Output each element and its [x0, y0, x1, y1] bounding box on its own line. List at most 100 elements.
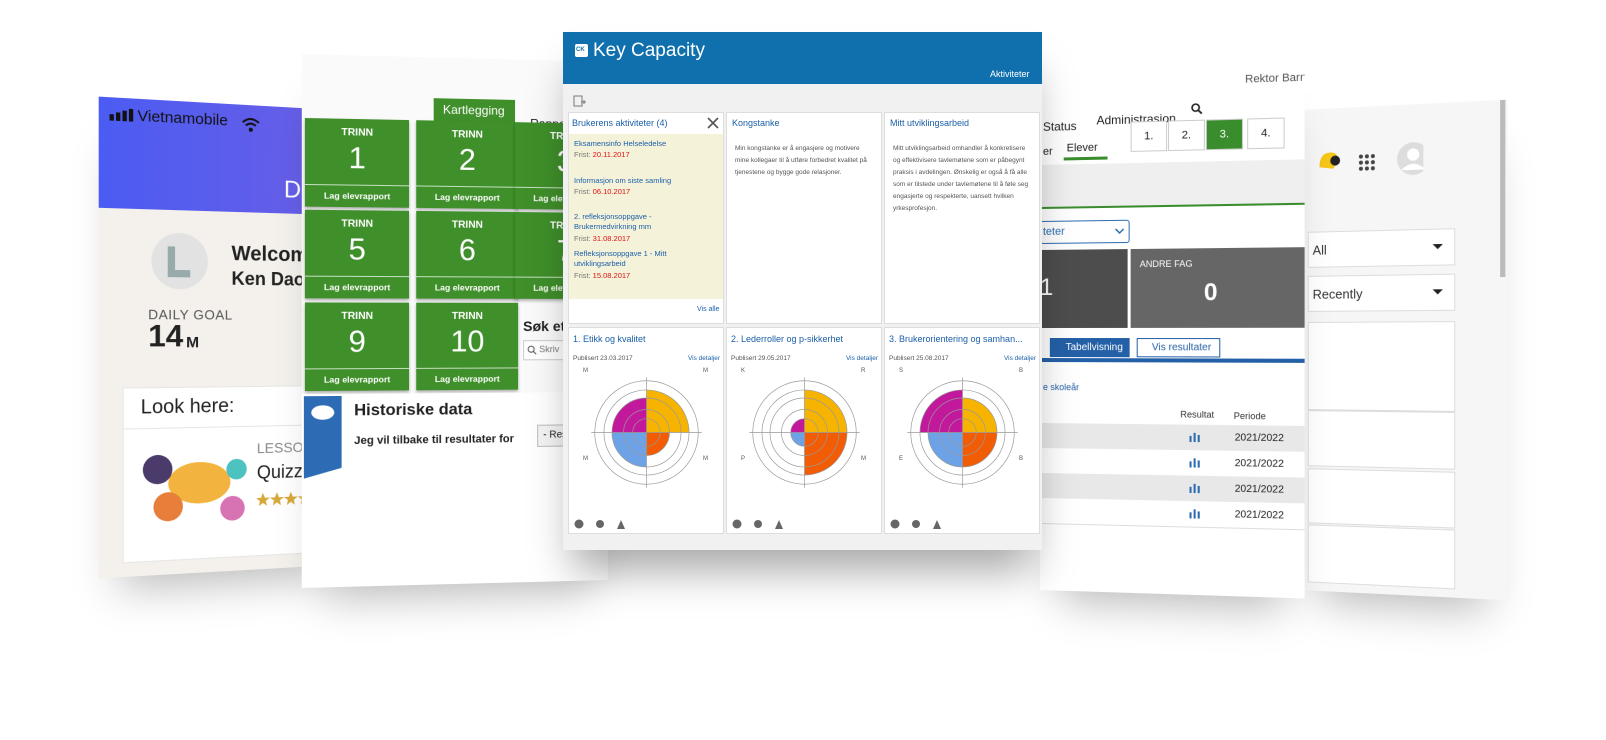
stat-tile: ANDRE FAG 0	[1130, 247, 1305, 328]
filter-value: All	[1312, 242, 1327, 258]
logo-text: CK	[576, 47, 585, 53]
activity-list: Eksamensinfo Helseledelse Frist: 20.11.201…	[569, 134, 723, 299]
card-text: Min kongstanke er å engasjere og motiver…	[735, 145, 867, 176]
activity-item[interactable]: Eksamensinfo Helseledelse Frist: 20.11.201…	[574, 139, 719, 173]
result-icon[interactable]	[1188, 483, 1200, 494]
grade-label: 2.	[1181, 129, 1192, 142]
chevron	[1432, 289, 1443, 295]
polar-chart	[749, 377, 860, 488]
details-link[interactable]: Vis detaljer	[845, 355, 878, 362]
goal-value: 14	[148, 319, 184, 354]
polar-label: M	[583, 456, 588, 462]
quadrant	[962, 398, 997, 433]
tile-label: TRINN	[451, 129, 483, 141]
stat-value: 0	[1203, 278, 1218, 307]
avatar	[151, 231, 208, 290]
history-text: Jeg vil tilbake til resultater for	[354, 433, 514, 448]
activity-name: Informasjon om siste samling	[574, 176, 672, 185]
period: 2021/2022	[1234, 457, 1284, 471]
btn-label: Tabellvisning	[1065, 342, 1123, 354]
due-label: Frist:	[574, 234, 591, 243]
col-period: Periode	[1233, 410, 1266, 422]
quadrant	[804, 432, 848, 476]
tools-icon[interactable]	[707, 117, 719, 129]
activity-name: 2. refleksjonsoppgave - Brukermedvirknin…	[574, 212, 652, 231]
grade-tile[interactable]: TRINN 2 Lag elevrapport	[416, 120, 519, 209]
grade-tile[interactable]: TRINN 1 Lag elevrapport	[304, 118, 410, 208]
activity-item[interactable]: Informasjon om siste samling Frist: 06.10.…	[574, 176, 719, 210]
result-rows: 2021/2022 2021/2022 2021/2022 2021/2022	[1040, 423, 1305, 540]
result-icon[interactable]	[1188, 457, 1200, 468]
quadrant	[962, 432, 997, 467]
result-icon[interactable]	[1188, 432, 1200, 443]
grade-tile[interactable]: TRINN 10 Lag elevrapport	[416, 302, 519, 391]
details-link[interactable]: Vis detaljer	[1003, 355, 1036, 362]
grade-tab[interactable]: 3.	[1205, 118, 1244, 151]
grade-tile[interactable]: TRINN 6 Lag elevrapport	[416, 210, 519, 299]
tab-status[interactable]: Status	[1042, 119, 1077, 134]
polar-label: E	[899, 456, 904, 462]
btn-results[interactable]: Vis resultater	[1136, 338, 1221, 358]
result-cards: 1. Etikk og kvalitet Publisert 23.03.2017…	[563, 327, 1042, 537]
card-title: Mitt utviklingsarbeid	[890, 118, 970, 128]
lesson-card: Look here: LESSON Quizze	[122, 384, 335, 564]
activity-item[interactable]: 2. refleksjonsoppgave - Brukermedvirknin…	[574, 212, 719, 246]
due-date: 15.08.2017	[592, 271, 631, 280]
quadrant	[646, 432, 670, 456]
grade-tab[interactable]: 2.	[1168, 119, 1205, 152]
tile-label: TRINN	[341, 126, 374, 139]
details-link[interactable]: Vis detaljer	[687, 355, 720, 362]
tab-students[interactable]: Elever	[1066, 141, 1098, 155]
chevron	[1115, 228, 1125, 235]
activity-item[interactable]: Refleksjonsoppgave 1 - Mitt utviklingsar…	[574, 249, 719, 283]
tile-action: Lag elevrapport	[434, 373, 500, 385]
add-icon[interactable]	[573, 94, 587, 108]
btn-table[interactable]: Tabellvisning	[1049, 338, 1130, 358]
wifi-icon	[242, 117, 260, 132]
history-title: Historiske data	[354, 401, 473, 420]
tile-rule	[416, 185, 519, 188]
period: 2021/2022	[1234, 483, 1284, 496]
kongstanke-card: Kongstanke Min kongstanke er å engasjere…	[726, 112, 882, 324]
tile-action: Lag elevrapport	[434, 191, 500, 203]
nav-item[interactable]: Aktiviteter	[990, 69, 1030, 79]
card-tools	[732, 519, 783, 529]
due-label: Frist:	[574, 187, 591, 196]
list-box	[1307, 321, 1456, 412]
grade-tab[interactable]: 4.	[1247, 117, 1285, 150]
result-icon[interactable]	[1188, 508, 1200, 519]
sort-dropdown[interactable]: Recently	[1307, 273, 1456, 312]
period: 2021/2022	[1234, 432, 1284, 445]
published: Publisert 25.08.2017	[889, 355, 949, 362]
blue-rule	[1040, 358, 1305, 363]
year-link[interactable]: e skoleår	[1042, 382, 1080, 393]
key-capacity: CK Key Capacity Aktiviteter Brukerens ak…	[563, 32, 1042, 550]
tile-number: 5	[348, 232, 366, 267]
grade-tile[interactable]: TRINN 5 Lag elevrapport	[304, 209, 410, 299]
result-row: 2021/2022	[1040, 498, 1305, 531]
dropdown-value: teter	[1042, 225, 1065, 238]
search-icon[interactable]	[1191, 102, 1203, 115]
portal-icons	[1319, 141, 1424, 176]
polar-label: R	[861, 368, 866, 374]
app-title: Key Capacity	[593, 40, 705, 61]
grade-tile[interactable]: TRINN 9 Lag elevrapport	[304, 302, 410, 392]
tile-number: 9	[348, 325, 366, 359]
list-box	[1307, 410, 1456, 470]
more-link[interactable]: Vis alle	[697, 306, 720, 313]
portal-panel: All Recently	[1300, 99, 1508, 601]
card-title: Look here:	[140, 395, 235, 419]
filter-dropdown[interactable]: All	[1307, 228, 1456, 268]
card-tools	[890, 519, 941, 529]
user-name: Rektor Barn	[1245, 71, 1305, 86]
due-date: 31.08.2017	[592, 234, 631, 243]
quadrant	[790, 418, 805, 433]
grade-tab[interactable]: 1.	[1130, 120, 1168, 152]
card-text: Mitt utviklingsarbeid omhandler å konkre…	[893, 145, 1029, 212]
activity-due: Frist: 15.08.2017	[574, 271, 719, 280]
subject-dropdown[interactable]: teter	[1040, 219, 1130, 244]
sort-value: Recently	[1312, 286, 1363, 302]
col-result: Resultat	[1180, 409, 1215, 420]
tab-prev[interactable]: er	[1042, 145, 1053, 158]
